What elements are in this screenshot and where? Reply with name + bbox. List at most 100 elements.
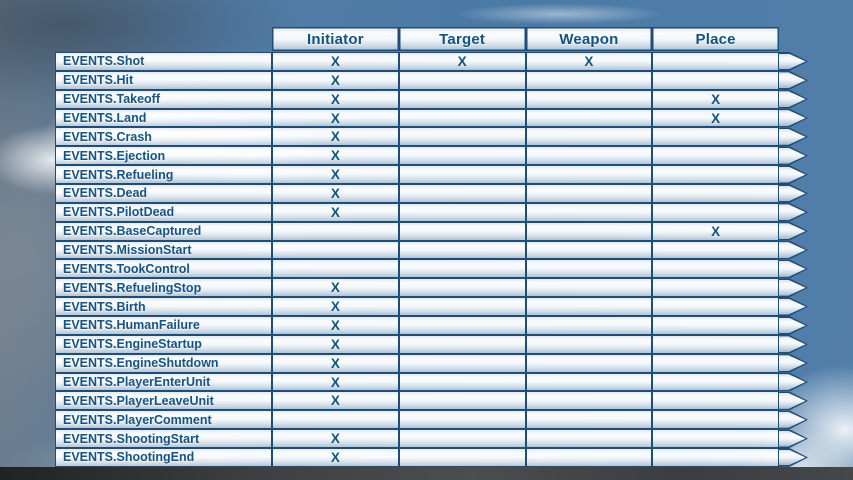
row-label: EVENTS.Land bbox=[55, 108, 272, 128]
mark-cell-initiator: X bbox=[272, 372, 399, 392]
table-row: EVENTS.Refueling X bbox=[55, 165, 808, 185]
row-label: EVENTS.RefuelingStop bbox=[55, 278, 272, 298]
mark-cell-place bbox=[652, 391, 779, 411]
mark-cell-target bbox=[398, 70, 526, 90]
mark-cell-target bbox=[398, 165, 526, 185]
table-rows: EVENTS.Shot X X X EVENTS.Hit X EVENTS.Ta… bbox=[55, 52, 808, 467]
mark-cell-target bbox=[398, 240, 526, 260]
row-label: EVENTS.MissionStart bbox=[55, 240, 272, 260]
table-row: EVENTS.Ejection X bbox=[55, 146, 808, 166]
mark-cell-initiator: X bbox=[272, 297, 399, 317]
table-row: EVENTS.ShootingEnd X bbox=[55, 448, 808, 467]
mark-cell-place bbox=[652, 165, 779, 185]
mark-cell-weapon bbox=[525, 165, 653, 185]
mark-cell-initiator: X bbox=[272, 334, 399, 354]
row-label: EVENTS.Takeoff bbox=[55, 89, 272, 109]
mark-cell-place bbox=[652, 448, 779, 467]
row-label: EVENTS.BaseCaptured bbox=[55, 221, 272, 241]
row-arrow-end bbox=[779, 297, 808, 317]
table-row: EVENTS.Birth X bbox=[55, 297, 808, 317]
column-header-weapon: Weapon bbox=[525, 27, 653, 51]
mark-cell-target bbox=[398, 297, 526, 317]
table-row: EVENTS.RefuelingStop X bbox=[55, 278, 808, 298]
mark-cell-initiator: X bbox=[272, 391, 399, 411]
row-label: EVENTS.PilotDead bbox=[55, 202, 272, 222]
row-arrow-end bbox=[779, 89, 808, 109]
mark-cell-target bbox=[398, 410, 526, 430]
row-arrow-end bbox=[779, 391, 808, 411]
row-label: EVENTS.Shot bbox=[55, 52, 272, 71]
table-row: EVENTS.Takeoff X X bbox=[55, 89, 808, 109]
mark-cell-target bbox=[398, 316, 526, 335]
ground-strip bbox=[0, 467, 853, 480]
row-label: EVENTS.TookControl bbox=[55, 259, 272, 279]
table-row: EVENTS.HumanFailure X bbox=[55, 316, 808, 335]
row-label: EVENTS.Hit bbox=[55, 70, 272, 90]
column-header-initiator: Initiator bbox=[272, 27, 399, 51]
mark-cell-place bbox=[652, 240, 779, 260]
mark-cell-weapon bbox=[525, 89, 653, 109]
mark-cell-place: X bbox=[652, 89, 779, 109]
row-arrow-end bbox=[779, 259, 808, 279]
mark-cell-initiator: X bbox=[272, 89, 399, 109]
mark-cell-weapon bbox=[525, 448, 653, 467]
column-header-target: Target bbox=[398, 27, 526, 51]
row-label: EVENTS.Ejection bbox=[55, 146, 272, 166]
mark-cell-weapon bbox=[525, 278, 653, 298]
mark-cell-place bbox=[652, 278, 779, 298]
mark-cell-place bbox=[652, 353, 779, 373]
mark-cell-initiator bbox=[272, 240, 399, 260]
table-row: EVENTS.MissionStart bbox=[55, 240, 808, 260]
mark-cell-weapon bbox=[525, 146, 653, 166]
mark-cell-initiator bbox=[272, 221, 399, 241]
mark-cell-weapon: X bbox=[525, 52, 653, 71]
table-row: EVENTS.EngineStartup X bbox=[55, 334, 808, 354]
mark-cell-place: X bbox=[652, 108, 779, 128]
row-arrow-end bbox=[779, 108, 808, 128]
mark-cell-place bbox=[652, 70, 779, 90]
row-arrow-end bbox=[779, 429, 808, 449]
row-arrow-end bbox=[779, 353, 808, 373]
mark-cell-initiator: X bbox=[272, 184, 399, 203]
table-row: EVENTS.PlayerComment bbox=[55, 410, 808, 430]
mark-cell-weapon bbox=[525, 202, 653, 222]
column-header-place: Place bbox=[652, 27, 779, 51]
row-label: EVENTS.Birth bbox=[55, 297, 272, 317]
table-row: EVENTS.PilotDead X bbox=[55, 202, 808, 222]
mark-cell-weapon bbox=[525, 297, 653, 317]
mark-cell-target bbox=[398, 334, 526, 354]
mark-cell-initiator: X bbox=[272, 278, 399, 298]
mark-cell-target: X bbox=[398, 52, 526, 71]
mark-cell-initiator: X bbox=[272, 52, 399, 71]
mark-cell-target bbox=[398, 146, 526, 166]
row-arrow-end bbox=[779, 410, 808, 430]
row-arrow-end bbox=[779, 278, 808, 298]
row-label: EVENTS.EngineStartup bbox=[55, 334, 272, 354]
mark-cell-weapon bbox=[525, 240, 653, 260]
mark-cell-weapon bbox=[525, 316, 653, 335]
row-label: EVENTS.Refueling bbox=[55, 165, 272, 185]
mark-cell-place bbox=[652, 429, 779, 449]
mark-cell-place bbox=[652, 410, 779, 430]
mark-cell-weapon bbox=[525, 353, 653, 373]
mark-cell-target bbox=[398, 259, 526, 279]
row-arrow-end bbox=[779, 334, 808, 354]
mark-cell-target bbox=[398, 372, 526, 392]
row-arrow-end bbox=[779, 127, 808, 147]
mark-cell-initiator bbox=[272, 259, 399, 279]
mark-cell-weapon bbox=[525, 108, 653, 128]
row-label: EVENTS.PlayerLeaveUnit bbox=[55, 391, 272, 411]
row-label: EVENTS.ShootingStart bbox=[55, 429, 272, 449]
mark-cell-weapon bbox=[525, 221, 653, 241]
row-arrow-end bbox=[779, 372, 808, 392]
row-arrow-end bbox=[779, 184, 808, 203]
table-row: EVENTS.TookControl bbox=[55, 259, 808, 279]
row-arrow-end bbox=[779, 221, 808, 241]
table-row: EVENTS.EngineShutdown X bbox=[55, 353, 808, 373]
mark-cell-place bbox=[652, 372, 779, 392]
row-label: EVENTS.Crash bbox=[55, 127, 272, 147]
row-arrow-end bbox=[779, 448, 808, 467]
mark-cell-initiator: X bbox=[272, 146, 399, 166]
mark-cell-target bbox=[398, 353, 526, 373]
